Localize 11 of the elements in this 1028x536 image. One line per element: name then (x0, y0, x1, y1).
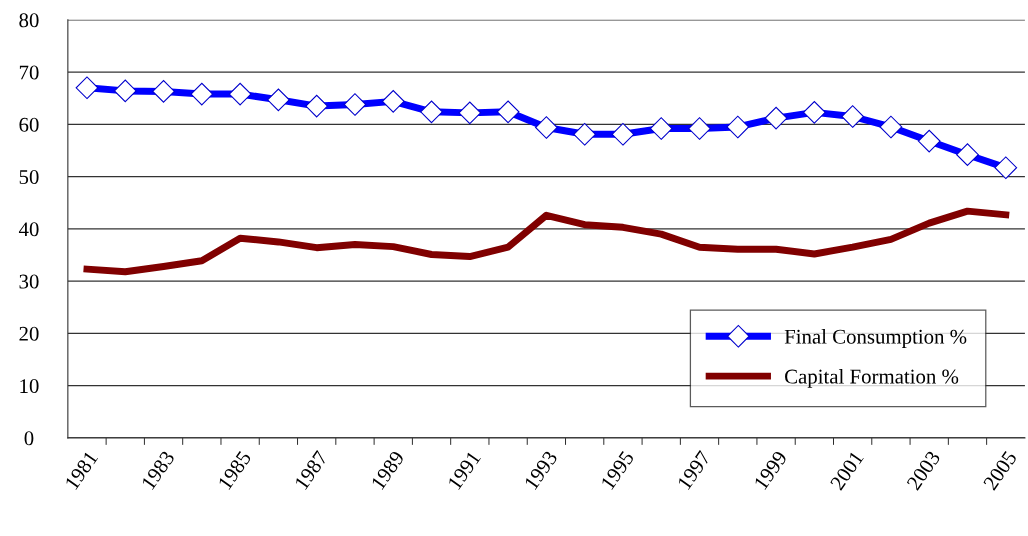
y-tick-label: 80 (19, 13, 39, 28)
y-tick-label: 70 (19, 65, 39, 80)
legend-label: Final Consumption % (784, 329, 967, 348)
y-tick-label: 60 (19, 117, 39, 132)
y-tick-label: 30 (19, 274, 39, 289)
y-tick-label: 40 (18, 222, 39, 237)
y-tick-label: 0 (24, 431, 34, 446)
y-tick-label: 20 (19, 326, 39, 341)
y-tick-label: 10 (20, 379, 39, 394)
y-tick-label: 50 (19, 169, 39, 185)
legend-label: Capital Formation % (785, 368, 959, 388)
